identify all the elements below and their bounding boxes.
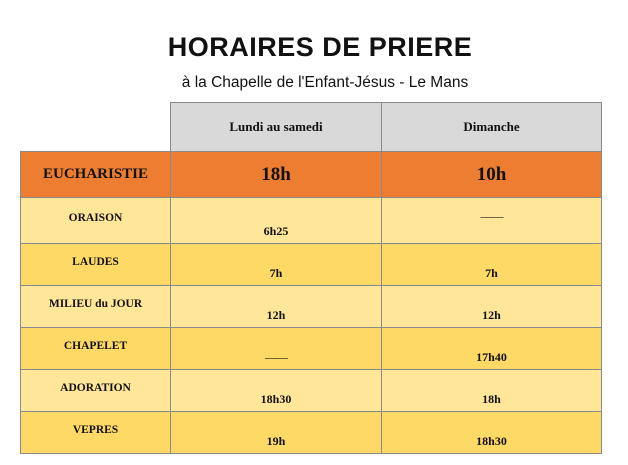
row-label-text: CHAPELET (63, 339, 128, 352)
table-row: CHAPELET —— 17h40 (20, 327, 602, 370)
column-header-sunday: Dimanche (381, 102, 602, 152)
weekday-time: 19h (170, 411, 382, 454)
row-label: ORAISON (20, 197, 171, 244)
row-label: ADORATION (20, 369, 171, 412)
row-label-text: LAUDES (72, 255, 119, 268)
table-row: LAUDES 7h 7h (20, 243, 602, 286)
page-title: HORAIRES DE PRIERE (167, 32, 473, 62)
row-label-text: ADORATION (60, 381, 131, 394)
weekday-time: 12h (170, 285, 382, 328)
weekday-time: 6h25 (170, 197, 382, 244)
sunday-time: 12h (381, 285, 602, 328)
sunday-time: 10h (381, 151, 602, 198)
sunday-time: —— (381, 197, 602, 244)
weekday-time: 18h30 (170, 369, 382, 412)
empty-corner-cell (20, 102, 171, 152)
sunday-time: 17h40 (381, 327, 602, 370)
table-row: VEPRES 19h 18h30 (20, 411, 602, 454)
table-row: ORAISON 6h25 —— (20, 197, 602, 244)
row-label: EUCHARISTIE (20, 151, 171, 198)
weekday-time: 18h (170, 151, 382, 198)
row-label: MILIEU du JOUR (20, 285, 171, 328)
prayer-schedule-table: Lundi au samedi Dimanche EUCHARISTIE 18h… (20, 102, 602, 454)
column-header-weekday: Lundi au samedi (170, 102, 382, 152)
row-label-text: MILIEU du JOUR (48, 297, 143, 310)
row-label-text: ORAISON (68, 211, 123, 224)
eucharistie-row: EUCHARISTIE 18h 10h (20, 151, 602, 198)
table-header-row: Lundi au samedi Dimanche (20, 102, 602, 152)
row-label: LAUDES (20, 243, 171, 286)
weekday-time: 7h (170, 243, 382, 286)
page-subtitle: à la Chapelle de l'Enfant-Jésus - Le Man… (181, 74, 469, 91)
row-label: CHAPELET (20, 327, 171, 370)
sunday-time: 18h30 (381, 411, 602, 454)
table-row: MILIEU du JOUR 12h 12h (20, 285, 602, 328)
sunday-time: 18h (381, 369, 602, 412)
weekday-time: —— (170, 327, 382, 370)
sunday-time: 7h (381, 243, 602, 286)
table-row: ADORATION 18h30 18h (20, 369, 602, 412)
row-label: VEPRES (20, 411, 171, 454)
row-label-text: VEPRES (72, 423, 119, 436)
